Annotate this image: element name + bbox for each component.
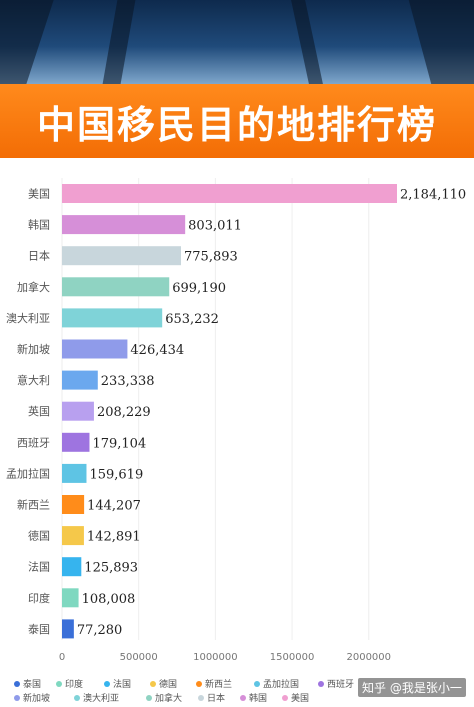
- legend-marker-icon: [14, 694, 20, 701]
- bar-value-label: 653,232: [165, 312, 219, 327]
- category-label: 法国: [28, 560, 50, 574]
- bar-value-label: 77,280: [77, 623, 123, 638]
- bar: [62, 339, 128, 359]
- legend-label: 法国: [113, 680, 132, 690]
- legend-label: 西班牙: [327, 680, 355, 690]
- legend-label: 韩国: [249, 694, 268, 704]
- legend-item[interactable]: 韩国: [240, 691, 267, 704]
- legend-label: 德国: [159, 680, 178, 690]
- bar: [62, 184, 397, 203]
- category-label: 澳大利亚: [6, 311, 50, 325]
- legend-marker-icon: [318, 680, 324, 687]
- x-tick-label: 1500000: [270, 652, 315, 663]
- bar: [62, 495, 85, 514]
- bar-value-label: 125,893: [84, 561, 138, 576]
- legend-label: 加拿大: [155, 694, 183, 704]
- legend-marker-icon: [56, 680, 62, 687]
- category-label: 韩国: [28, 218, 50, 232]
- legend-marker-icon: [150, 680, 156, 687]
- legend-label: 孟加拉国: [263, 680, 300, 690]
- bar-value-label: 775,893: [184, 250, 238, 265]
- legend-item[interactable]: 美国: [282, 691, 309, 704]
- bar-value-label: 208,229: [97, 405, 151, 420]
- category-label: 孟加拉国: [6, 466, 50, 480]
- bar: [62, 463, 87, 483]
- bar-value-label: 108,008: [82, 592, 136, 607]
- bar: [62, 215, 186, 235]
- legend-label: 新西兰: [205, 680, 233, 690]
- title-banner: 中国移民目的地排行榜: [0, 84, 474, 158]
- category-label: 加拿大: [17, 280, 50, 294]
- chart-svg: 0 500000 1000000 1500000 2000000 美国 2,184,110 韩…: [6, 178, 466, 663]
- legend-label: 美国: [291, 694, 310, 704]
- bar: [62, 308, 163, 328]
- bar-value-label: 233,338: [101, 374, 155, 389]
- bar-value-label: 2,184,110: [400, 188, 466, 203]
- bar-value-label: 699,190: [172, 281, 226, 296]
- x-tick-label: 1000000: [193, 652, 238, 663]
- bar: [62, 246, 182, 266]
- category-label: 日本: [28, 249, 50, 263]
- category-label: 西班牙: [17, 436, 50, 449]
- chart-legend: 泰国 印度 法国 德国 新西兰 孟加拉国 西班牙新加坡 澳大利亚 加拿大 日本 韩国 美国: [0, 673, 474, 707]
- top-photo-banner: [0, 0, 474, 84]
- category-label: 泰国: [28, 622, 50, 636]
- legend-item[interactable]: 新加坡: [14, 691, 50, 704]
- legend-item[interactable]: 加拿大: [146, 691, 182, 704]
- legend-marker-icon: [146, 694, 152, 701]
- legend-label: 日本: [207, 694, 226, 704]
- legend-item[interactable]: 泰国: [14, 677, 41, 690]
- category-label: 美国: [28, 188, 50, 201]
- category-label: 新西兰: [17, 498, 50, 512]
- legend-item[interactable]: 法国: [104, 677, 131, 690]
- x-tick-label: 500000: [120, 652, 158, 663]
- legend-label: 印度: [65, 680, 84, 690]
- category-label: 德国: [28, 529, 50, 543]
- legend-item[interactable]: 孟加拉国: [254, 677, 299, 690]
- bar-value-label: 803,011: [188, 219, 242, 234]
- bar-value-label: 159,619: [89, 467, 143, 482]
- legend-marker-icon: [14, 680, 20, 687]
- bar: [62, 557, 82, 577]
- bar-value-label: 179,104: [92, 436, 146, 451]
- x-tick-label: 2000000: [346, 652, 391, 663]
- bar: [62, 277, 170, 297]
- bar-value-label: 142,891: [87, 530, 141, 545]
- watermark: 知乎 @我是张小一: [358, 678, 466, 697]
- category-label: 新加坡: [17, 342, 50, 356]
- bar: [62, 588, 79, 608]
- bar: [62, 619, 74, 639]
- legend-label: 泰国: [23, 680, 42, 690]
- legend-marker-icon: [104, 680, 110, 687]
- legend-marker-icon: [74, 694, 80, 701]
- legend-item[interactable]: 印度: [56, 677, 83, 690]
- legend-label: 新加坡: [23, 694, 51, 704]
- legend-marker-icon: [254, 680, 260, 687]
- bar: [62, 370, 98, 390]
- bar-value-label: 426,434: [130, 343, 184, 358]
- bar: [62, 432, 90, 452]
- category-label: 英国: [28, 404, 50, 418]
- legend-marker-icon: [198, 694, 204, 701]
- x-tick-label: 0: [59, 652, 65, 663]
- legend-label: 澳大利亚: [83, 694, 120, 704]
- legend-item[interactable]: 日本: [198, 691, 225, 704]
- bar: [62, 526, 84, 546]
- legend-marker-icon: [282, 694, 288, 701]
- chart-title: 中国移民目的地排行榜: [36, 102, 437, 147]
- category-label: 意大利: [17, 373, 50, 387]
- legend-item[interactable]: 德国: [150, 677, 177, 690]
- bar-value-label: 144,207: [87, 499, 141, 514]
- legend-item[interactable]: 西班牙: [318, 677, 354, 690]
- legend-item[interactable]: 澳大利亚: [74, 691, 119, 704]
- legend-item[interactable]: 新西兰: [196, 677, 232, 690]
- legend-marker-icon: [240, 694, 246, 701]
- category-label: 印度: [28, 591, 50, 605]
- bar: [62, 401, 94, 421]
- legend-marker-icon: [196, 680, 202, 687]
- bar-chart: 0 500000 1000000 1500000 2000000 美国 2,184,110 韩…: [0, 158, 474, 673]
